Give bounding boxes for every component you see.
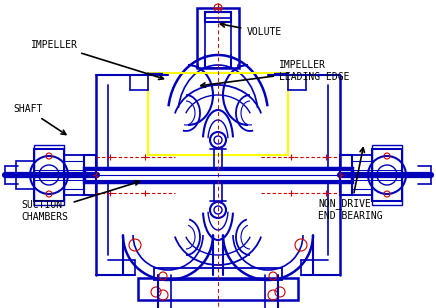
- Bar: [205, 12, 231, 22]
- Text: SUCTION
CHAMBERS: SUCTION CHAMBERS: [22, 181, 140, 222]
- Bar: [34, 145, 64, 205]
- Bar: [340, 155, 352, 195]
- Bar: [16, 161, 34, 189]
- Bar: [84, 155, 96, 195]
- Bar: [352, 161, 372, 189]
- Bar: [154, 268, 282, 280]
- Text: NON_DRIVE
END BEARING: NON_DRIVE END BEARING: [318, 148, 383, 221]
- Bar: [138, 278, 298, 300]
- Bar: [148, 73, 288, 155]
- Text: SHAFT: SHAFT: [13, 104, 66, 135]
- Bar: [205, 18, 231, 68]
- Text: IMPELLER
LEADING EDGE: IMPELLER LEADING EDGE: [201, 60, 350, 87]
- Text: IMPELLER: IMPELLER: [31, 40, 164, 79]
- Bar: [372, 145, 402, 205]
- Bar: [352, 155, 372, 195]
- Bar: [34, 149, 64, 201]
- Text: VOLUTE: VOLUTE: [220, 22, 282, 37]
- Bar: [64, 161, 84, 189]
- Bar: [64, 155, 84, 195]
- Bar: [84, 168, 352, 182]
- Bar: [197, 8, 239, 68]
- Bar: [372, 149, 402, 201]
